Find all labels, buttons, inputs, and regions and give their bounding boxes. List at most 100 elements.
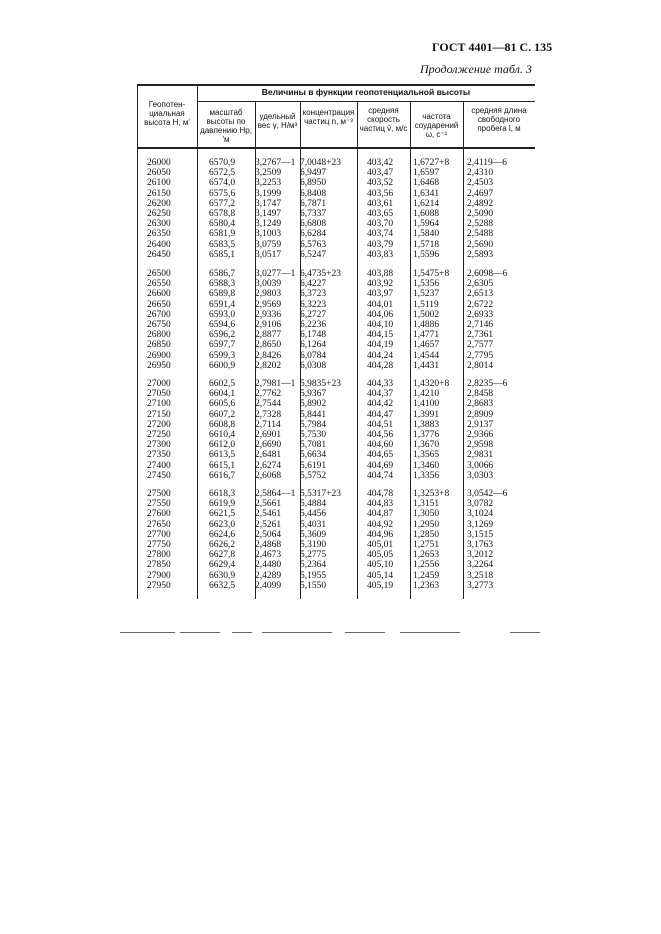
cell-scale-height: 6596,2 <box>209 330 236 341</box>
cell-mean-free-path: 3,0542—6 <box>467 489 508 499</box>
cell-velocity: 403,70 <box>367 219 394 230</box>
cell-specific-weight: 3,0277—1 <box>255 269 296 279</box>
table-row: 26050 6572,5 3,2509 6,9497 403,47 1,6597 2,431… <box>137 168 535 178</box>
cell-altitude: 27450 <box>147 470 171 481</box>
cell-concentration: 6,0308 <box>300 360 327 371</box>
cell-concentration: 6,5247 <box>300 249 327 260</box>
cell-altitude: 27200 <box>147 419 171 430</box>
cell-scale-height: 6575,6 <box>209 188 236 199</box>
cell-specific-weight: 2,9569 <box>255 299 282 310</box>
cell-altitude: 26800 <box>147 330 171 341</box>
cell-mean-free-path: 3,0066 <box>467 460 494 471</box>
cell-velocity: 403,83 <box>367 249 394 260</box>
table-row: 26750 6594,6 2,9106 6,2236 404,10 1,4886 2,714… <box>137 320 535 330</box>
table-top-rule <box>137 84 535 86</box>
cell-altitude: 27500 <box>147 489 171 499</box>
cell-collision-frequency: 1,4771 <box>413 330 440 341</box>
cell-specific-weight: 2,8877 <box>255 330 282 341</box>
cell-concentration: 5,8441 <box>300 409 327 420</box>
cell-mean-free-path: 3,1763 <box>467 540 494 550</box>
cell-mean-free-path: 3,1024 <box>467 509 494 520</box>
cell-specific-weight: 2,5261 <box>255 519 282 530</box>
column-rule <box>300 101 301 599</box>
cell-specific-weight: 3,2509 <box>255 168 282 179</box>
table-row: 27800 6627,8 2,4673 5,2775 405,05 1,2653 3,201… <box>137 550 535 560</box>
cell-scale-height: 6599,3 <box>209 350 236 361</box>
cell-mean-free-path: 2,4119—6 <box>467 158 508 168</box>
cell-altitude: 27100 <box>147 399 171 410</box>
page-header: ГОСТ 4401—81 С. 135 <box>432 40 553 54</box>
cell-velocity: 404,28 <box>367 360 394 371</box>
cell-collision-frequency: 1,2950 <box>413 519 440 530</box>
cell-mean-free-path: 3,2264 <box>467 560 494 571</box>
cell-velocity: 403,47 <box>367 168 394 179</box>
cell-concentration: 5,5752 <box>300 470 327 481</box>
cell-mean-free-path: 2,6305 <box>467 279 494 290</box>
table-row: 27350 6613,5 2,6481 5,6634 404,65 1,3565 2,983… <box>137 450 535 460</box>
cell-scale-height: 6619,9 <box>209 499 236 510</box>
cell-velocity: 404,42 <box>367 399 394 410</box>
cell-velocity: 403,92 <box>367 279 394 290</box>
page-footer-rule <box>262 632 332 633</box>
cell-velocity: 404,01 <box>367 299 394 310</box>
cell-mean-free-path: 2,7361 <box>467 330 494 341</box>
cell-scale-height: 6613,5 <box>209 450 236 461</box>
cell-altitude: 26400 <box>147 239 171 250</box>
cell-collision-frequency: 1,3151 <box>413 499 440 510</box>
cell-altitude: 26500 <box>147 269 171 279</box>
cell-scale-height: 6623,0 <box>209 519 236 530</box>
cell-collision-frequency: 1,5356 <box>413 279 440 290</box>
cell-mean-free-path: 2,8235—6 <box>467 379 508 389</box>
cell-velocity: 404,47 <box>367 409 394 420</box>
page-footer-rule <box>510 632 540 633</box>
table-row: 27450 6616,7 2,6068 5,5752 404,74 1,3356 3,030… <box>137 471 535 481</box>
cell-mean-free-path: 2,5090 <box>467 209 494 219</box>
cell-velocity: 403,56 <box>367 188 394 199</box>
cell-velocity: 403,97 <box>367 289 394 300</box>
cell-velocity: 404,10 <box>367 320 394 330</box>
cell-collision-frequency: 1,3776 <box>413 430 440 440</box>
cell-concentration: 6,7337 <box>300 209 327 219</box>
cell-scale-height: 6608,8 <box>209 419 236 430</box>
cell-collision-frequency: 1,4657 <box>413 340 440 351</box>
cell-collision-frequency: 1,4544 <box>413 350 440 361</box>
cell-specific-weight: 2,8426 <box>255 350 282 361</box>
table-continuation-label: Продолжение табл. 3 <box>420 62 532 76</box>
column-rule <box>137 84 138 599</box>
cell-collision-frequency: 1,2556 <box>413 560 440 571</box>
cell-collision-frequency: 1,2751 <box>413 540 440 550</box>
cell-mean-free-path: 2,5488 <box>467 229 494 240</box>
col-header-mean-free-path: средняя длина свободного пробега l, м <box>471 106 527 133</box>
cell-concentration: 6,8950 <box>300 178 327 189</box>
col-header-collision-frequency: частота соударений ω, с⁻¹ <box>414 112 459 139</box>
cell-collision-frequency: 1,2850 <box>413 529 440 540</box>
cell-collision-frequency: 1,3460 <box>413 460 440 471</box>
cell-mean-free-path: 2,6098—6 <box>467 269 508 279</box>
cell-mean-free-path: 2,8909 <box>467 409 494 420</box>
table-row: 26900 6599,3 2,8426 6,0784 404,24 1,4544 2,779… <box>137 351 535 361</box>
cell-specific-weight: 3,2767—1 <box>255 158 296 168</box>
cell-concentration: 6,2236 <box>300 320 327 330</box>
cell-velocity: 404,78 <box>367 489 394 499</box>
cell-specific-weight: 2,6274 <box>255 460 282 471</box>
table-row: 27100 6605,6 2,7544 5,8902 404,42 1,4100 2,868… <box>137 399 535 409</box>
table-row: 26150 6575,6 3,1999 6,8408 403,56 1,6341 2,469… <box>137 189 535 199</box>
cell-altitude: 27300 <box>147 440 171 451</box>
cell-scale-height: 6615,1 <box>209 460 236 471</box>
cell-specific-weight: 3,2253 <box>255 178 282 189</box>
cell-collision-frequency: 1,3050 <box>413 509 440 520</box>
cell-scale-height: 6591,4 <box>209 299 236 310</box>
cell-altitude: 27350 <box>147 450 171 461</box>
cell-scale-height: 6621,5 <box>209 509 236 520</box>
cell-concentration: 5,7530 <box>300 430 327 440</box>
table-row: 26850 6597,7 2,8650 6,1264 404,19 1,4657 2,757… <box>137 340 535 350</box>
cell-altitude: 26850 <box>147 340 171 351</box>
cell-mean-free-path: 2,9366 <box>467 430 494 440</box>
cell-concentration: 5,6634 <box>300 450 327 461</box>
table-row: 27950 6632,5 2,4099 5,1550 405,19 1,2363 3,277… <box>137 581 535 591</box>
cell-concentration: 5,2775 <box>300 550 327 561</box>
cell-specific-weight: 2,5661 <box>255 499 282 510</box>
cell-velocity: 403,61 <box>367 198 394 209</box>
cell-concentration: 5,6191 <box>300 460 327 471</box>
cell-altitude: 27750 <box>147 540 171 550</box>
